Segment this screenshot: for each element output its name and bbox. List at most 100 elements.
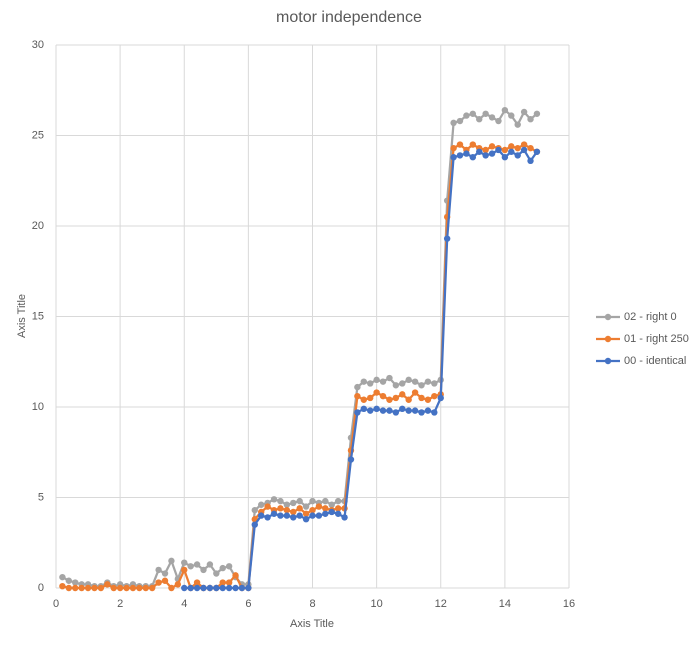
data-point	[405, 396, 412, 403]
x-tick-label: 2	[117, 598, 123, 610]
data-point	[443, 235, 451, 242]
data-point	[527, 116, 534, 123]
series-line	[184, 148, 538, 590]
data-point	[315, 503, 323, 510]
data-point	[283, 501, 291, 508]
data-point	[65, 577, 73, 584]
data-point	[533, 148, 541, 155]
data-point	[258, 512, 265, 519]
data-point	[187, 584, 194, 592]
data-point	[405, 376, 412, 384]
data-point	[520, 146, 528, 154]
data-point	[431, 380, 438, 387]
legend-marker	[604, 335, 612, 343]
x-tick-label: 16	[563, 598, 575, 610]
data-point	[379, 378, 387, 385]
data-point	[424, 407, 432, 414]
data-point	[161, 577, 169, 584]
data-point	[251, 506, 258, 514]
data-point	[482, 110, 489, 117]
data-point	[399, 405, 406, 413]
y-axis-title: Axis Title	[16, 294, 28, 338]
data-point	[270, 496, 278, 503]
data-point	[367, 394, 374, 402]
legend-label: 01 - right 250	[624, 333, 689, 345]
data-point	[296, 497, 303, 505]
data-point	[277, 505, 284, 512]
data-point	[129, 584, 137, 592]
data-point	[116, 584, 124, 592]
data-point	[456, 152, 464, 159]
data-point	[123, 584, 130, 592]
data-point	[155, 579, 162, 586]
y-tick-label: 20	[32, 220, 44, 232]
data-point	[322, 505, 329, 512]
data-point	[136, 584, 143, 592]
data-point	[392, 394, 400, 402]
x-tick-label: 6	[245, 598, 251, 610]
data-point	[72, 584, 79, 592]
data-point	[520, 108, 528, 116]
x-axis-title: Axis Title	[290, 618, 334, 630]
data-point	[450, 154, 457, 161]
data-point	[200, 566, 207, 574]
data-point	[456, 117, 464, 125]
legend-marker	[604, 313, 612, 321]
data-point	[181, 559, 188, 566]
data-point	[309, 497, 316, 505]
data-point	[193, 579, 201, 586]
data-point	[225, 584, 233, 592]
data-point	[469, 154, 477, 161]
data-point	[225, 563, 233, 570]
chart-title: motor independence	[276, 9, 422, 26]
data-point	[411, 389, 419, 396]
data-point	[219, 579, 226, 586]
y-tick-label: 0	[38, 582, 44, 594]
data-point	[418, 382, 425, 389]
data-point	[514, 121, 521, 128]
data-point	[392, 382, 400, 389]
data-point	[193, 561, 201, 568]
data-point	[341, 514, 348, 521]
data-point	[399, 380, 406, 387]
data-point	[431, 409, 438, 416]
data-point	[258, 501, 265, 508]
data-point	[476, 116, 483, 123]
data-point	[418, 409, 425, 416]
x-tick-label: 0	[53, 598, 59, 610]
data-point	[508, 112, 515, 119]
data-point	[386, 374, 393, 382]
data-point	[225, 579, 233, 586]
data-point	[514, 152, 521, 159]
y-tick-label: 25	[32, 129, 44, 141]
data-point	[78, 584, 85, 592]
data-point	[270, 510, 278, 517]
data-point	[84, 584, 92, 592]
data-point	[238, 584, 246, 592]
data-point	[424, 396, 432, 403]
data-point	[354, 383, 361, 391]
data-point	[334, 497, 342, 505]
data-point	[482, 152, 489, 159]
data-point	[206, 584, 214, 592]
data-point	[309, 512, 316, 519]
y-tick-label: 5	[38, 491, 44, 503]
data-point	[328, 501, 335, 508]
data-point	[219, 584, 226, 592]
data-point	[302, 516, 310, 523]
data-point	[431, 392, 438, 400]
legend-label: 00 - identical	[624, 355, 686, 367]
x-tick-label: 12	[435, 598, 447, 610]
data-point	[508, 143, 515, 150]
data-point	[405, 407, 412, 414]
data-point	[469, 141, 477, 148]
data-point	[456, 141, 464, 148]
data-point	[148, 584, 156, 592]
legend-label: 02 - right 0	[624, 311, 677, 323]
data-point	[213, 584, 220, 592]
data-point	[476, 148, 483, 155]
data-point	[104, 581, 111, 588]
data-point	[296, 512, 303, 519]
data-point	[168, 584, 175, 592]
data-point	[193, 584, 201, 592]
